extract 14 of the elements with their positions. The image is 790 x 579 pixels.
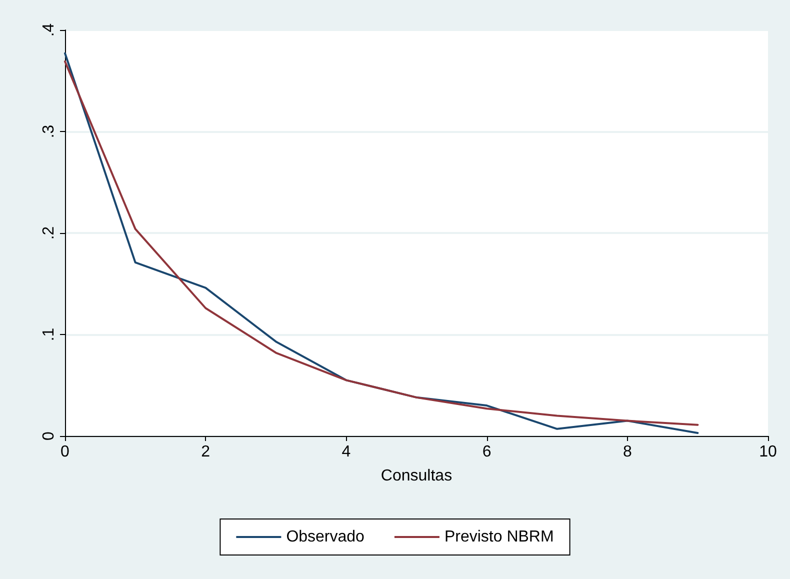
legend-label: Previsto NBRM [444,528,554,546]
x-axis-title: Consultas [380,468,452,484]
y-tick-label: 0 [40,431,58,440]
x-tick-label: 8 [622,444,632,460]
x-tick-label: 2 [201,444,210,460]
x-tick-label: 6 [482,444,492,460]
legend-label: Observado [286,528,365,546]
x-tick-label: 10 [759,444,777,460]
y-tick-label: .3 [40,124,58,138]
y-tick-label: .4 [40,23,58,37]
x-tick-label: 0 [60,444,70,460]
y-tick-label: .1 [40,328,58,342]
y-tick-label: .2 [40,226,58,240]
x-tick-label: 4 [342,444,351,460]
